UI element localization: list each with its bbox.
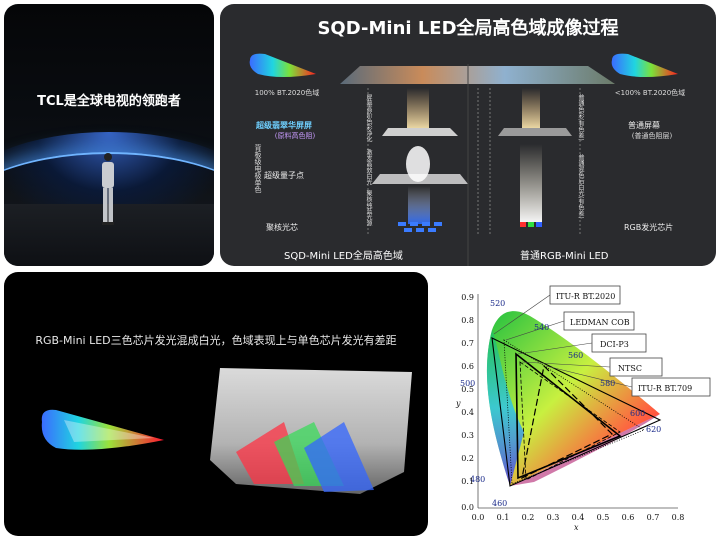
wl-460: 460	[492, 499, 507, 508]
left-gamut-label: 100% BT.2020色域	[254, 89, 320, 97]
xtick-0.7: 0.7	[647, 513, 660, 522]
xtick-0.1: 0.1	[497, 513, 510, 522]
ytick-0.1: 0.1	[461, 477, 474, 486]
stage-photo-panel: TCL是全球电视的领跑者	[4, 4, 214, 266]
rgb-caption: RGB-Mini LED三色芯片发光混成白光，色域表现上与单色芯片发光有差距	[35, 334, 397, 347]
wl-540: 540	[534, 323, 549, 332]
ytick-0.8: 0.8	[461, 316, 474, 325]
left-screen-label: 超级翡翠华屏屏	[256, 121, 312, 130]
bottom-label-left: SQD-Mini LED全局高色域	[284, 251, 403, 262]
sqd-title: SQD-Mini LED全局高色域成像过程	[317, 18, 619, 39]
quantum-dot-label: 超级量子点	[264, 171, 304, 180]
bottom-label-right: 普通RGB-Mini LED	[520, 251, 609, 262]
axis-lines	[477, 294, 678, 509]
triangle-ledman	[503, 339, 645, 485]
rgb-mixing-panel: RGB-Mini LED三色芯片发光混成白光，色域表现上与单色芯片发光有差距	[4, 272, 428, 536]
legend-bt2020: ITU-R BT.2020	[556, 292, 615, 301]
wl-520: 520	[490, 299, 505, 308]
right-screen-sublabel: (普通色阻层)	[631, 132, 673, 140]
left-screen-layer	[382, 128, 458, 136]
gamut-shape	[41, 409, 164, 450]
wl-600: 600	[630, 409, 645, 418]
rgb-illustration	[41, 368, 412, 494]
legend-dcip3: DCI-P3	[600, 340, 629, 349]
stage-headline: TCL是全球电视的领跑者	[37, 94, 181, 109]
xtick-0.0: 0.0	[472, 513, 485, 522]
xtick-0.6: 0.6	[622, 513, 635, 522]
vertical-label-5: 普通混色后白光(有色差)	[577, 154, 584, 219]
right-chip-array	[520, 222, 542, 227]
triangle-bt709	[521, 364, 614, 480]
xtick-0.4: 0.4	[572, 513, 585, 522]
left-chip-array	[398, 222, 442, 232]
legend-bt709: ITU-R BT.709	[638, 384, 692, 393]
ytick-0.5: 0.5	[461, 385, 474, 394]
vertical-label-1: 屏幕高阶色彩净化	[365, 94, 372, 142]
wl-580: 580	[600, 379, 615, 388]
legend-ledman: LEDMAN COB	[570, 318, 630, 327]
cie-chart: ITU-R BT.2020 LEDMAN COB DCI-P3 NTSC ITU…	[455, 285, 711, 532]
right-screen-layer	[498, 128, 572, 136]
ytick-0.6: 0.6	[461, 362, 474, 371]
earth-horizon-arc	[4, 152, 214, 266]
xtick-0.8: 0.8	[672, 513, 685, 522]
wl-560: 560	[568, 351, 583, 360]
xtick-0.3: 0.3	[547, 513, 560, 522]
vertical-label-4: 普通色彩(有色差)	[577, 94, 584, 141]
triangle-dcip3	[515, 352, 622, 480]
xtick-0.5: 0.5	[597, 513, 610, 522]
cie-diagram-panel: ITU-R BT.2020 LEDMAN COB DCI-P3 NTSC ITU…	[434, 272, 716, 536]
ytick-0.0: 0.0	[461, 503, 474, 512]
left-screen-sublabel: (原料高色阻)	[274, 132, 316, 140]
triangle-ntsc	[519, 361, 621, 481]
sqd-diagram	[249, 53, 678, 266]
gamut-icon-left	[249, 53, 316, 77]
vertical-label-3: 聚核纯蓝光源	[365, 190, 372, 226]
presenter-figure	[102, 153, 114, 225]
right-gamut-label: <100% BT.2020色域	[614, 89, 686, 97]
y-axis-label: y	[455, 399, 461, 408]
ytick-0.2: 0.2	[461, 454, 474, 463]
right-chip-label: RGB发光芯片	[624, 223, 674, 232]
ytick-0.3: 0.3	[461, 431, 474, 440]
wl-500: 500	[460, 379, 475, 388]
wl-480: 480	[470, 475, 485, 484]
gamut-icon-right	[611, 53, 678, 77]
right-screen-label: 普通屏幕	[628, 121, 660, 130]
legend	[493, 285, 711, 397]
vertical-label-2: 激发高效白光	[365, 149, 372, 185]
xtick-0.2: 0.2	[522, 513, 535, 522]
ytick-0.9: 0.9	[461, 293, 474, 302]
image-sheet-top	[340, 66, 615, 84]
left-side-label: 背板级电极单色	[254, 144, 262, 193]
x-axis-label: x	[574, 523, 579, 532]
ytick-0.4: 0.4	[461, 408, 474, 417]
wl-620: 620	[646, 425, 661, 434]
triangle-bt2020	[491, 337, 662, 487]
ytick-0.7: 0.7	[461, 339, 474, 348]
left-chip-label: 聚核光芯	[266, 223, 298, 232]
legend-ntsc: NTSC	[618, 364, 642, 373]
sqd-process-panel: SQD-Mini LED全局高色域成像过程	[220, 4, 716, 266]
